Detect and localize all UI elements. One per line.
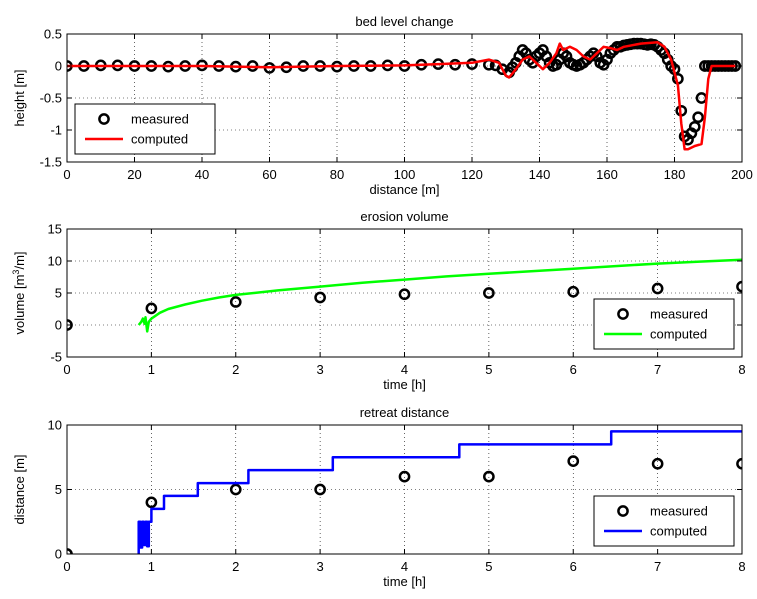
y-tick-label: 0 [55,59,62,74]
x-tick-label: 120 [461,167,483,182]
x-tick-label: 40 [195,167,209,182]
data-point-measured [483,470,495,483]
x-tick-label: 60 [262,167,276,182]
y-tick-label: -0.5 [40,91,62,106]
x-tick-label: 6 [570,559,577,574]
x-tick-label: 2 [232,362,239,377]
legend-box [593,495,735,547]
legend-box [74,103,216,155]
y-tick-label: 5 [55,286,62,301]
data-point-measured [567,455,580,467]
y-axis-label: distance [m] [12,454,27,524]
chart-title: bed level change [355,14,453,29]
x-tick-label: 7 [654,559,661,574]
x-tick-label: 180 [664,167,686,182]
x-tick-label: 5 [485,362,492,377]
y-tick-label: 10 [48,254,62,269]
data-point-measured [688,120,701,133]
chart-title: retreat distance [360,405,450,420]
data-point-measured [651,457,664,470]
data-point-measured [398,288,411,301]
data-point-measured [651,282,664,295]
series-line-computed [67,41,736,151]
x-tick-label: 8 [738,559,745,574]
x-tick-label: 1 [148,559,155,574]
y-tick-label: 15 [48,222,62,237]
x-tick-label: 200 [731,167,753,182]
legend-marker-swatch [98,113,110,125]
x-tick-label: 80 [330,167,344,182]
legend-marker-swatch [617,505,629,517]
y-tick-label: -5 [50,350,62,365]
x-tick-label: 7 [654,362,661,377]
x-tick-label: 1 [148,362,155,377]
x-tick-label: 100 [394,167,416,182]
x-tick-label: 3 [317,362,324,377]
y-tick-label: 0 [55,318,62,333]
x-tick-label: 6 [570,362,577,377]
legend-label: computed [650,524,707,539]
legend-label: computed [131,132,188,147]
legend-label: computed [650,327,707,342]
y-axis-label: height [m] [12,69,27,126]
series-group [67,37,742,151]
x-tick-label: 4 [401,362,408,377]
legend-label: measured [650,307,708,322]
x-tick-label: 160 [596,167,618,182]
legend-marker-swatch [617,308,629,320]
data-point-measured [145,302,158,315]
data-point-measured [736,457,742,470]
x-tick-label: 2 [232,559,239,574]
x-tick-label: 5 [485,559,492,574]
x-axis-label: time [h] [383,377,426,392]
data-point-measured [483,287,495,299]
x-tick-label: 4 [401,559,408,574]
data-point-measured [229,296,242,308]
x-tick-label: 140 [529,167,551,182]
chart-title: erosion volume [360,209,448,224]
data-point-measured [314,483,326,496]
y-tick-label: -1.5 [40,155,62,170]
legend: measured computed [593,298,735,350]
data-point-measured [398,470,411,483]
y-tick-label: 5 [55,482,62,497]
x-axis-label: distance [m] [369,182,439,197]
y-tick-label: 0 [55,547,62,562]
legend-label: measured [650,504,708,519]
chart-3: 0 1 2 3 4 5 6 7 8 0 5 10 retreat distance time [h] dis… [12,405,746,589]
data-point-measured [145,496,158,509]
data-point-measured [314,291,326,304]
x-tick-label: 0 [63,167,70,182]
data-point-measured [692,111,704,124]
series-line-computed [137,430,742,554]
chart-1: 0 20 40 60 80 100 120 140 160 180 200 -1.5 -1 -0.5 0 0.… [12,14,753,197]
x-tick-label: 20 [127,167,141,182]
x-axis-label: time [h] [383,574,426,589]
series-line-computed [137,258,742,333]
legend-box [593,298,735,350]
y-axis-label: volume [m3/m] [11,251,27,334]
legend: measured computed [74,103,216,155]
legend-label: measured [131,112,189,127]
x-tick-label: 0 [63,362,70,377]
data-point-measured [736,280,742,293]
y-tick-label: -1 [50,123,62,138]
legend: measured computed [593,495,735,547]
data-point-measured [567,285,580,298]
x-tick-label: 3 [317,559,324,574]
x-tick-label: 8 [738,362,745,377]
y-tick-label: 0.5 [44,27,62,42]
data-point-measured [229,483,242,496]
x-tick-label: 0 [63,559,70,574]
y-tick-label: 10 [48,418,62,433]
